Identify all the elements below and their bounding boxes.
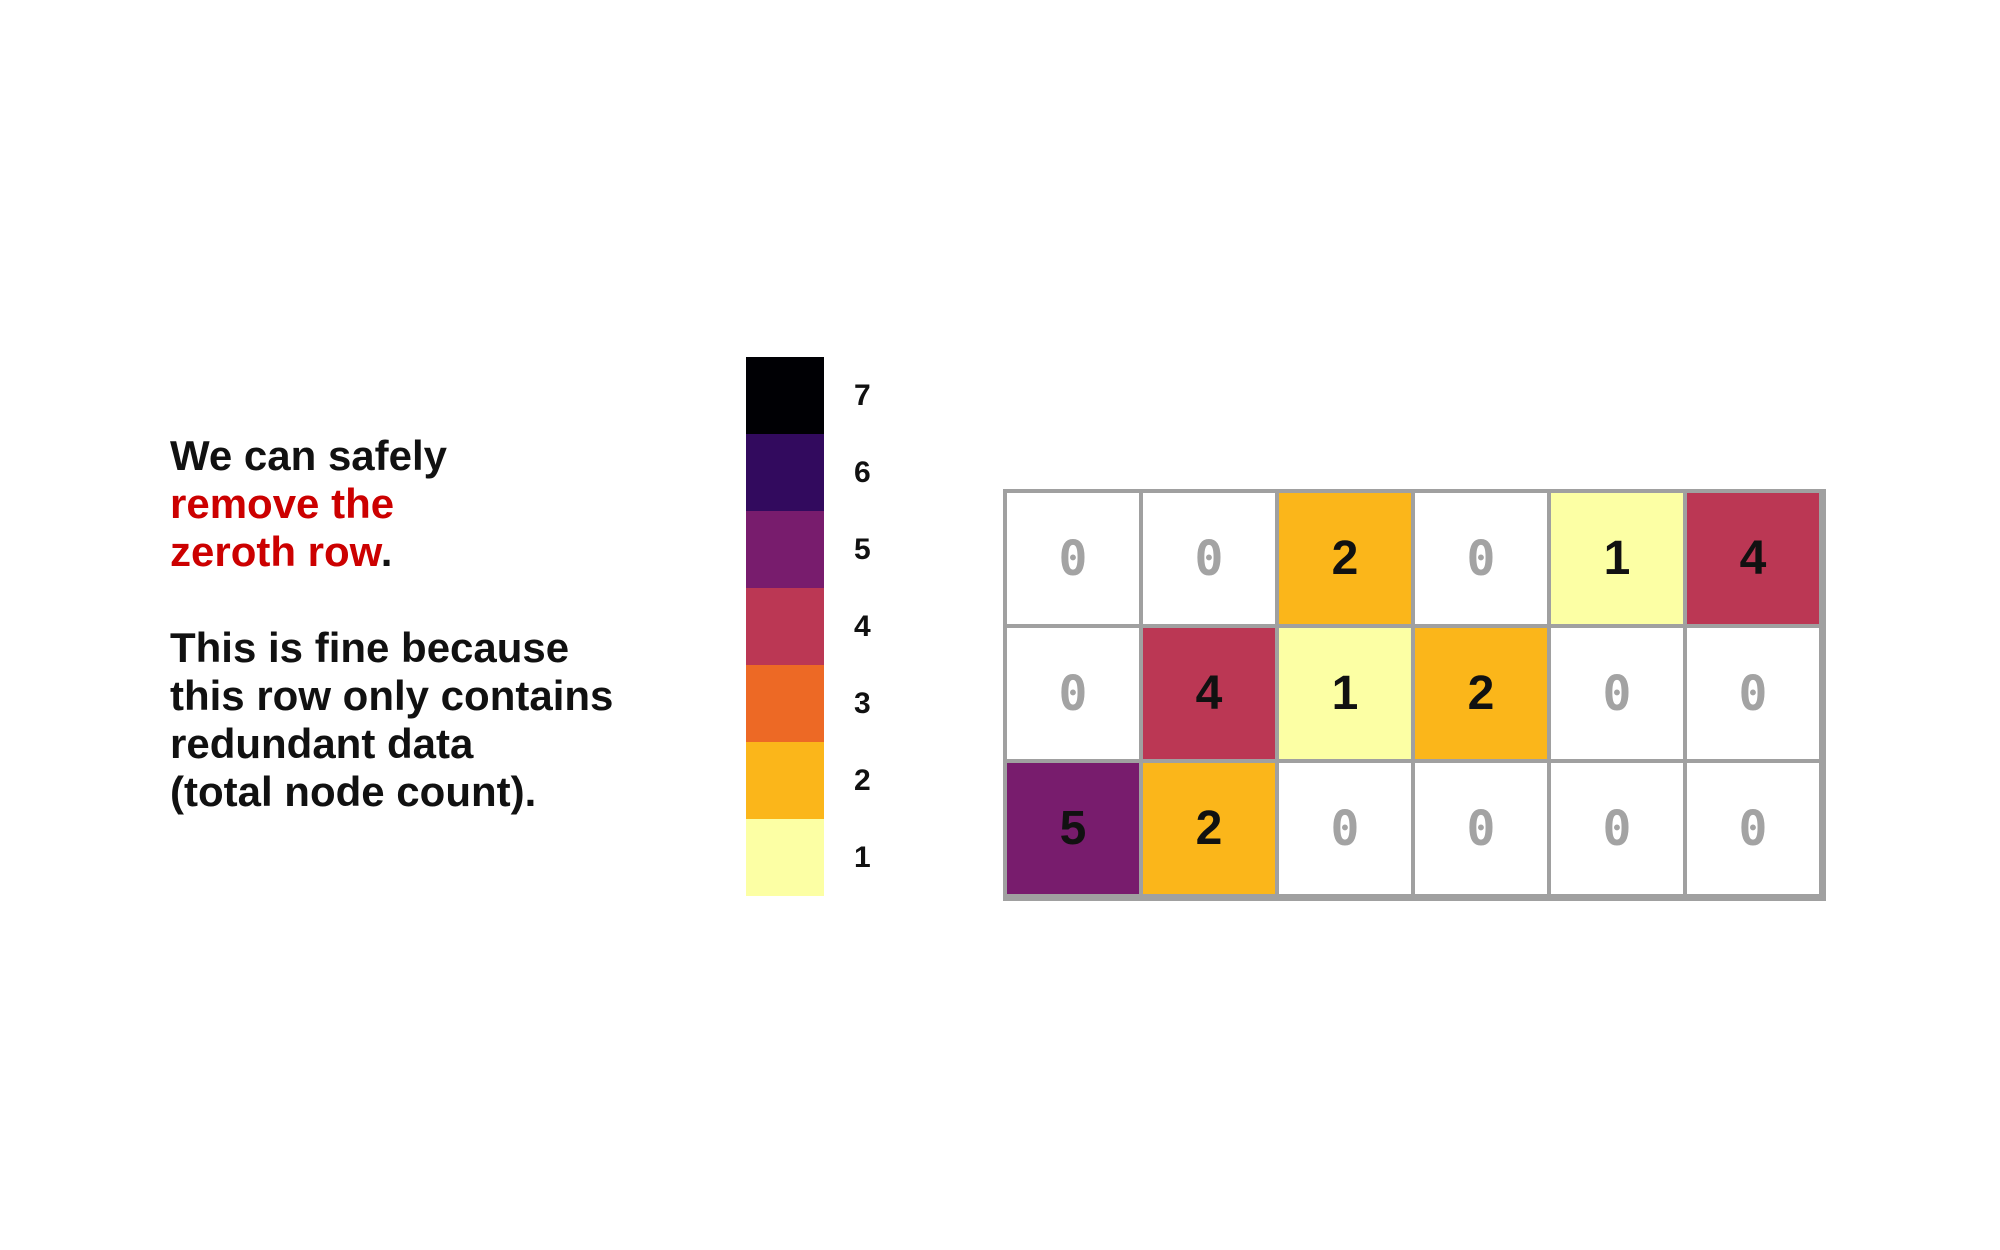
legend-label: 5 xyxy=(854,533,871,566)
highlight-text: remove the xyxy=(170,480,395,527)
grid-cell: 2 xyxy=(1143,763,1275,894)
grid-cell: 2 xyxy=(1279,493,1411,624)
explanation-line: remove the xyxy=(170,480,690,528)
explanation-line-text: redundant data xyxy=(170,720,474,767)
explanation-line-text: this row only contains xyxy=(170,672,614,719)
legend-label: 1 xyxy=(854,841,871,874)
explanation-line: This is fine because xyxy=(170,624,690,672)
explanation-text: We can safely remove the zeroth row. Thi… xyxy=(170,432,690,816)
explanation-line: this row only contains xyxy=(170,672,690,720)
legend-label: 4 xyxy=(854,610,871,643)
grid-cell: 0 xyxy=(1007,628,1139,759)
grid-cell: 0 xyxy=(1415,493,1547,624)
grid-cell: 4 xyxy=(1143,628,1275,759)
legend-swatch xyxy=(746,819,824,896)
explanation-line-text: This is fine because xyxy=(170,624,570,671)
explanation-line: We can safely xyxy=(170,432,690,480)
grid-cell: 0 xyxy=(1007,493,1139,624)
grid-cell: 0 xyxy=(1415,763,1547,894)
paragraph-gap xyxy=(170,576,690,624)
legend-label: 7 xyxy=(854,379,871,412)
grid-cell: 2 xyxy=(1415,628,1547,759)
explanation-line: redundant data xyxy=(170,720,690,768)
period: . xyxy=(380,528,393,575)
legend-label: 2 xyxy=(854,764,871,797)
grid-cell: 1 xyxy=(1279,628,1411,759)
explanation-line: (total node count). xyxy=(170,768,690,816)
legend-swatch xyxy=(746,434,824,511)
grid-cell: 5 xyxy=(1007,763,1139,894)
legend-swatch xyxy=(746,357,824,434)
grid-cell: 0 xyxy=(1687,763,1819,894)
legend-swatch xyxy=(746,742,824,819)
grid-cell: 0 xyxy=(1551,628,1683,759)
explanation-line-text: We can safely xyxy=(170,432,448,479)
grid-cell: 0 xyxy=(1279,763,1411,894)
grid-cell: 4 xyxy=(1687,493,1819,624)
legend-swatch xyxy=(746,511,824,588)
grid-cell: 1 xyxy=(1551,493,1683,624)
legend-swatch xyxy=(746,588,824,665)
grid-cell: 0 xyxy=(1687,628,1819,759)
legend-label: 6 xyxy=(854,456,871,489)
legend-swatch xyxy=(746,665,824,742)
grid-cell: 0 xyxy=(1143,493,1275,624)
highlight-text: zeroth row xyxy=(170,528,381,575)
legend-label: 3 xyxy=(854,687,871,720)
explanation-line-text: (total node count). xyxy=(170,768,537,815)
explanation-line: zeroth row. xyxy=(170,528,690,576)
grid-cell: 0 xyxy=(1551,763,1683,894)
